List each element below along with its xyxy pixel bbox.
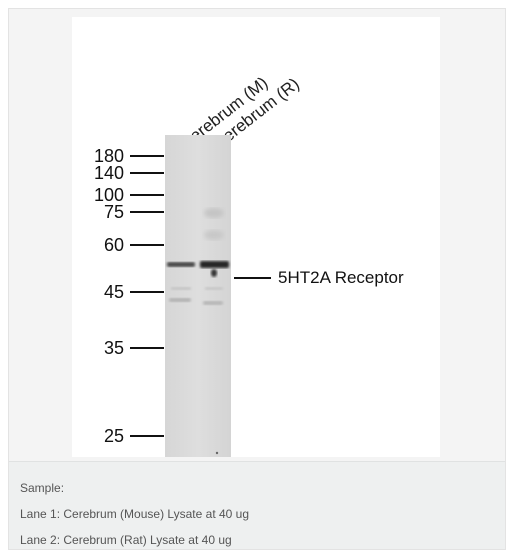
marker-180: 180 xyxy=(72,147,164,165)
marker-tick xyxy=(130,291,164,293)
caption-line: Lane 2: Cerebrum (Rat) Lysate at 40 ug xyxy=(20,533,232,547)
band-annotation: 5HT2A Receptor xyxy=(234,268,404,288)
sample-caption: Sample: Lane 1: Cerebrum (Mouse) Lysate … xyxy=(9,461,505,549)
marker-35: 35 xyxy=(72,339,164,357)
marker-label: 25 xyxy=(103,426,124,446)
gel-image xyxy=(165,135,231,457)
marker-tick xyxy=(130,172,164,174)
marker-label: 100 xyxy=(93,185,124,205)
caption-line: Lane 1: Cerebrum (Mouse) Lysate at 40 ug xyxy=(20,507,250,521)
marker-label: 35 xyxy=(103,338,124,358)
marker-tick xyxy=(130,194,164,196)
western-blot-panel: Cerebrum (M) Cerebrum (R) xyxy=(72,17,440,457)
caption-line: Sample: xyxy=(20,481,65,495)
marker-100: 100 xyxy=(72,186,164,204)
marker-tick xyxy=(130,347,164,349)
figure-area: Cerebrum (M) Cerebrum (R) xyxy=(9,9,505,461)
figure-card: Cerebrum (M) Cerebrum (R) xyxy=(8,8,506,550)
marker-tick xyxy=(130,435,164,437)
marker-label: 140 xyxy=(93,163,124,183)
marker-tick xyxy=(130,155,164,157)
marker-label: 180 xyxy=(93,146,124,166)
band-pointer-line xyxy=(234,277,271,279)
marker-45: 45 xyxy=(72,283,164,301)
band-label: 5HT2A Receptor xyxy=(278,268,404,287)
marker-75: 75 xyxy=(72,203,164,221)
marker-60: 60 xyxy=(72,236,164,254)
marker-label: 60 xyxy=(103,235,124,255)
marker-140: 140 xyxy=(72,164,164,182)
marker-25: 25 xyxy=(72,427,164,445)
marker-label: 45 xyxy=(103,282,124,302)
marker-tick xyxy=(130,244,164,246)
marker-tick xyxy=(130,211,164,213)
marker-label: 75 xyxy=(103,202,124,222)
